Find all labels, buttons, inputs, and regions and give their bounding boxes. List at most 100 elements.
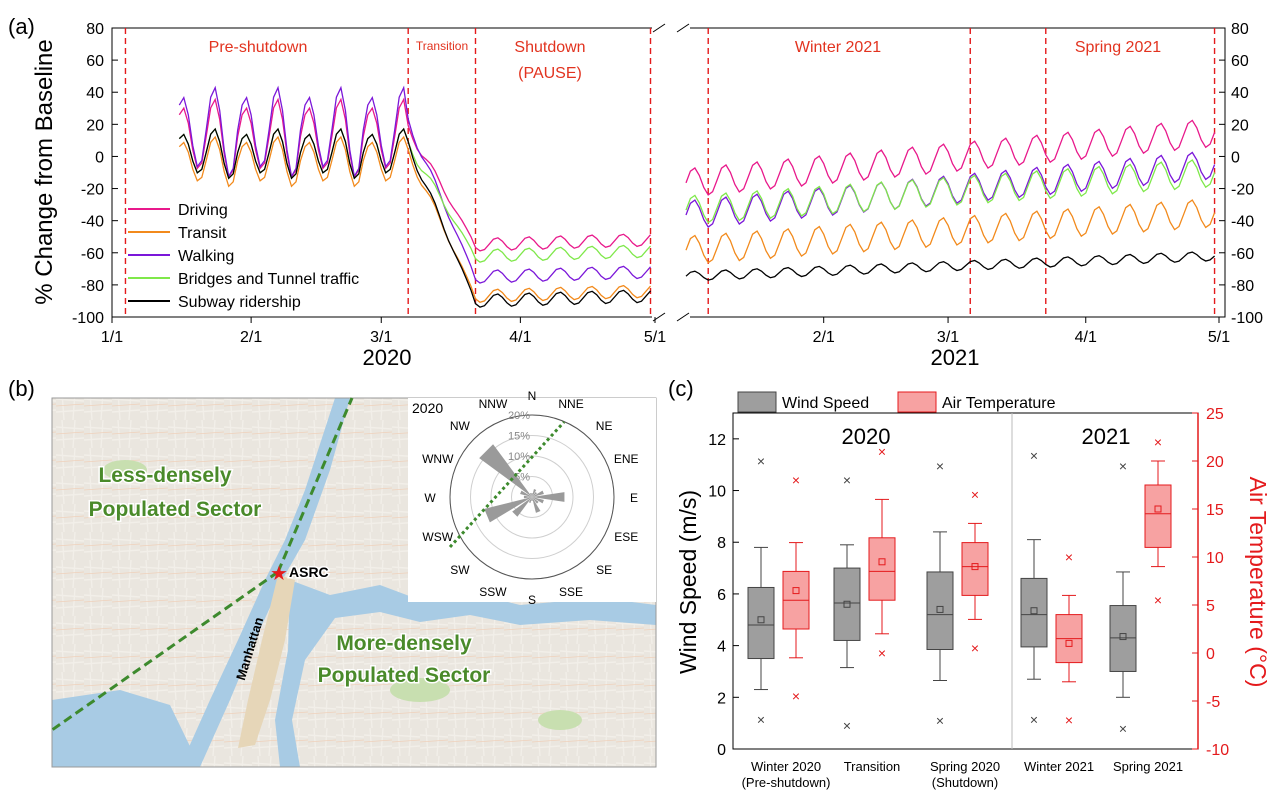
y-tick-label-right: 15: [1206, 502, 1224, 519]
rose-petal: [479, 444, 532, 497]
series-line-subway: [685, 251, 1216, 281]
group-label-2020: 2020: [842, 424, 891, 449]
panel-c-box-chart: Wind Speed Air Temperature 2020 2021 0 2 4 6…: [675, 391, 1268, 790]
air-temperature-max-marker: ×: [1065, 549, 1073, 565]
sector-boundary-sw: [51, 570, 279, 732]
period-label-transition: Transition: [416, 39, 468, 53]
axis-title-percent-change: % Change from Baseline: [31, 39, 58, 304]
rose-direction-label: NNE: [558, 397, 583, 411]
wind-speed-mean: [843, 600, 851, 608]
y-tick-label: 80: [86, 21, 104, 38]
x-tick-label: 2/1: [240, 329, 262, 346]
rose-direction-label: ENE: [614, 452, 639, 466]
x-tick-label: 4/1: [1075, 329, 1097, 346]
wind-speed-mean: [757, 616, 765, 624]
map-label-more-dense-2: Populated Sector: [318, 664, 491, 687]
y-tick-label: 6: [717, 587, 726, 604]
series-line-walking: [178, 85, 651, 284]
x-category-label: (Shutdown): [932, 775, 998, 790]
rose-petal: [532, 497, 544, 504]
rose-petal: [528, 497, 532, 503]
rose-direction-label: SW: [450, 563, 470, 577]
manhattan-island: [238, 575, 295, 748]
y-tick-label: 2: [717, 690, 726, 707]
rose-direction-label: ESE: [614, 530, 638, 544]
y-tick-label: 10: [708, 484, 726, 501]
axis-title-air-temperature: Air Temperature (°C): [1245, 477, 1268, 688]
rose-petal: [484, 497, 532, 523]
station-label-asrc: ASRC: [289, 564, 329, 580]
x-year-label-2021: 2021: [931, 345, 980, 370]
legend-label-air-temperature: Air Temperature: [942, 395, 1056, 412]
wind-speed-mean: [936, 605, 944, 613]
air-temperature-max-marker: ×: [971, 487, 979, 503]
rose-ring-label: 20%: [508, 410, 530, 422]
series-line-subway: [178, 127, 651, 308]
x-tick-label: 5/1: [644, 329, 666, 346]
wind-speed-mean: [1119, 633, 1127, 641]
y-tick-label: 12: [708, 432, 726, 449]
y-tick-label: 0: [717, 742, 726, 759]
y-tick-label: 60: [86, 53, 104, 70]
y-tick-label-right: 20: [1206, 454, 1224, 471]
rose-direction-label: SSW: [479, 585, 507, 599]
air-temperature-box: [961, 542, 989, 596]
x-tick-label: 4/1: [509, 329, 531, 346]
rose-petal: [531, 497, 533, 502]
map-label-more-dense-1: More-densely: [336, 632, 472, 655]
y-tick-label-right: 25: [1206, 406, 1224, 423]
air-temperature-box: [1144, 484, 1172, 548]
rose-direction-label: SSE: [559, 585, 583, 599]
wind-speed-box: [926, 571, 954, 650]
x-tick-label: 1/1: [101, 329, 123, 346]
rose-petal: [532, 497, 541, 513]
air-temperature-min-marker: ×: [878, 645, 886, 661]
period-label-spring-2021: Spring 2021: [1075, 39, 1161, 56]
legend-label-subway: Subway ridership: [178, 294, 301, 311]
rose-petal: [529, 493, 532, 497]
y-tick-label-right: -100: [1231, 310, 1263, 327]
rose-direction-label: NE: [596, 419, 613, 433]
y-tick-label-right: 40: [1231, 85, 1249, 102]
y-tick-label: 8: [717, 535, 726, 552]
panel-label-b: (b): [8, 376, 35, 401]
series-line-driving: [178, 97, 651, 252]
wind-speed-max-marker: ×: [936, 458, 944, 474]
period-label-pause: (PAUSE): [518, 65, 582, 82]
x-year-label-2020: 2020: [363, 345, 412, 370]
y-tick-label-right: -80: [1231, 278, 1254, 295]
wind-speed-mean: [1030, 607, 1038, 615]
y-tick-label: 20: [86, 117, 104, 134]
x-category-label: Spring 2021: [1113, 759, 1183, 774]
air-temperature-min-marker: ×: [1154, 592, 1162, 608]
air-temperature-mean: [792, 587, 800, 595]
rose-direction-label: NNW: [479, 397, 508, 411]
x-category-label: (Pre-shutdown): [742, 775, 831, 790]
rose-direction-label: SE: [596, 563, 612, 577]
rose-direction-label: S: [528, 593, 536, 607]
rose-petal: [523, 495, 532, 499]
sector-boundary-ne: [276, 397, 354, 573]
wind-speed-box: [1109, 605, 1137, 672]
rose-sector-line: [448, 420, 566, 549]
x-category-label: Transition: [844, 759, 901, 774]
y-tick-label-right: -10: [1206, 742, 1229, 759]
rose-petal: [520, 490, 532, 497]
wind-speed-min-marker: ×: [757, 711, 765, 727]
wind-speed-max-marker: ×: [1119, 458, 1127, 474]
box-legend: Wind Speed Air Temperature: [737, 391, 1056, 413]
rose-ring-label: 10%: [508, 451, 530, 463]
group-label-2021: 2021: [1082, 424, 1131, 449]
legend-label-transit: Transit: [178, 225, 227, 242]
y-tick-label-right: 80: [1231, 21, 1249, 38]
rose-direction-label: NW: [450, 419, 471, 433]
y-tick-label-right: 20: [1231, 117, 1249, 134]
wind-speed-max-marker: ×: [843, 472, 851, 488]
rose-direction-label: N: [528, 389, 537, 403]
x-tick-label: 3/1: [937, 329, 959, 346]
y-tick-label: 40: [86, 85, 104, 102]
y-tick-label: -60: [81, 246, 104, 263]
x-category-label: Winter 2021: [1024, 759, 1094, 774]
series-line-driving: [685, 119, 1216, 196]
rose-petal: [531, 492, 533, 497]
